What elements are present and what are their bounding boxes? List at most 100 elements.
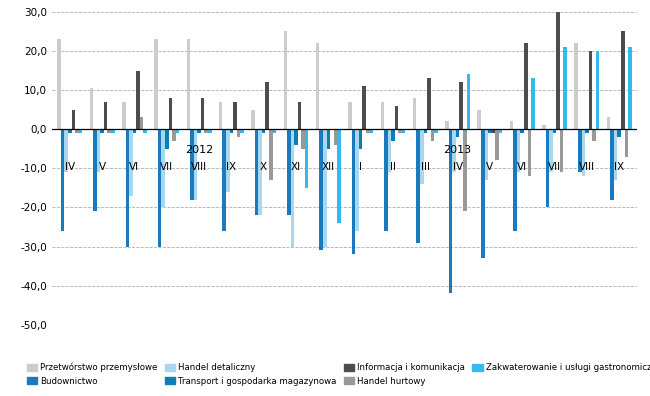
Bar: [380, 102, 384, 129]
Bar: [521, 129, 524, 133]
Bar: [323, 129, 326, 246]
Bar: [413, 98, 417, 129]
Bar: [305, 129, 309, 188]
Bar: [176, 129, 179, 133]
Bar: [68, 129, 72, 133]
Bar: [237, 129, 240, 137]
Text: X: X: [260, 162, 267, 172]
Bar: [478, 110, 481, 129]
Text: VI: VI: [129, 162, 140, 172]
Text: VIII: VIII: [579, 162, 595, 172]
Bar: [499, 129, 502, 133]
Text: XI: XI: [291, 162, 301, 172]
Bar: [514, 129, 517, 231]
Bar: [75, 129, 79, 133]
Bar: [201, 98, 204, 129]
Legend: Przetwórstwo przemysłowe, Budownictwo, Handel detaliczny, Transport i gospodarka: Przetwórstwo przemysłowe, Budownictwo, H…: [23, 360, 650, 389]
Text: XII: XII: [322, 162, 335, 172]
Bar: [424, 129, 427, 133]
Bar: [129, 129, 133, 196]
Text: VI: VI: [517, 162, 527, 172]
Bar: [265, 82, 269, 129]
Bar: [524, 43, 528, 129]
Bar: [172, 129, 176, 141]
Bar: [229, 129, 233, 133]
Bar: [398, 129, 402, 133]
Bar: [578, 129, 582, 172]
Bar: [333, 129, 337, 145]
Bar: [107, 129, 111, 133]
Bar: [291, 129, 294, 246]
Bar: [402, 129, 406, 133]
Bar: [585, 129, 589, 133]
Bar: [337, 129, 341, 223]
Text: IV: IV: [65, 162, 75, 172]
Bar: [100, 129, 104, 133]
Bar: [326, 129, 330, 149]
Bar: [302, 129, 305, 149]
Bar: [488, 129, 491, 133]
Bar: [596, 51, 599, 129]
Bar: [136, 70, 140, 129]
Bar: [417, 129, 420, 243]
Bar: [57, 39, 61, 129]
Text: VIII: VIII: [191, 162, 207, 172]
Bar: [560, 129, 564, 172]
Text: V: V: [486, 162, 493, 172]
Text: 2012: 2012: [185, 145, 213, 155]
Bar: [625, 129, 628, 156]
Bar: [628, 47, 632, 129]
Bar: [198, 129, 201, 133]
Bar: [618, 129, 621, 137]
Bar: [387, 129, 391, 172]
Bar: [104, 102, 107, 129]
Bar: [592, 129, 596, 141]
Bar: [219, 102, 222, 129]
Bar: [467, 74, 470, 129]
Bar: [549, 129, 552, 172]
Bar: [363, 86, 366, 129]
Bar: [72, 110, 75, 129]
Bar: [552, 129, 556, 133]
Bar: [427, 78, 431, 129]
Bar: [542, 125, 546, 129]
Bar: [495, 129, 499, 160]
Bar: [122, 102, 125, 129]
Bar: [79, 129, 82, 133]
Bar: [226, 129, 229, 192]
Bar: [233, 102, 237, 129]
Bar: [316, 43, 319, 129]
Bar: [187, 39, 190, 129]
Bar: [582, 129, 585, 176]
Text: VII: VII: [160, 162, 174, 172]
Bar: [154, 39, 158, 129]
Bar: [607, 118, 610, 129]
Bar: [262, 129, 265, 133]
Bar: [395, 106, 398, 129]
Bar: [356, 129, 359, 231]
Bar: [258, 129, 262, 215]
Bar: [168, 98, 172, 129]
Bar: [97, 129, 100, 172]
Bar: [298, 102, 302, 129]
Bar: [452, 129, 456, 172]
Bar: [348, 102, 352, 129]
Bar: [143, 129, 147, 133]
Text: IX: IX: [614, 162, 624, 172]
Bar: [93, 129, 97, 211]
Bar: [448, 129, 452, 293]
Bar: [255, 129, 258, 215]
Bar: [90, 88, 93, 129]
Bar: [61, 129, 64, 231]
Bar: [391, 129, 395, 141]
Bar: [481, 129, 485, 258]
Bar: [546, 129, 549, 208]
Bar: [445, 121, 448, 129]
Bar: [140, 118, 143, 129]
Bar: [352, 129, 356, 254]
Text: IV: IV: [452, 162, 463, 172]
Bar: [531, 78, 535, 129]
Bar: [165, 129, 168, 149]
Bar: [204, 129, 208, 133]
Bar: [463, 129, 467, 211]
